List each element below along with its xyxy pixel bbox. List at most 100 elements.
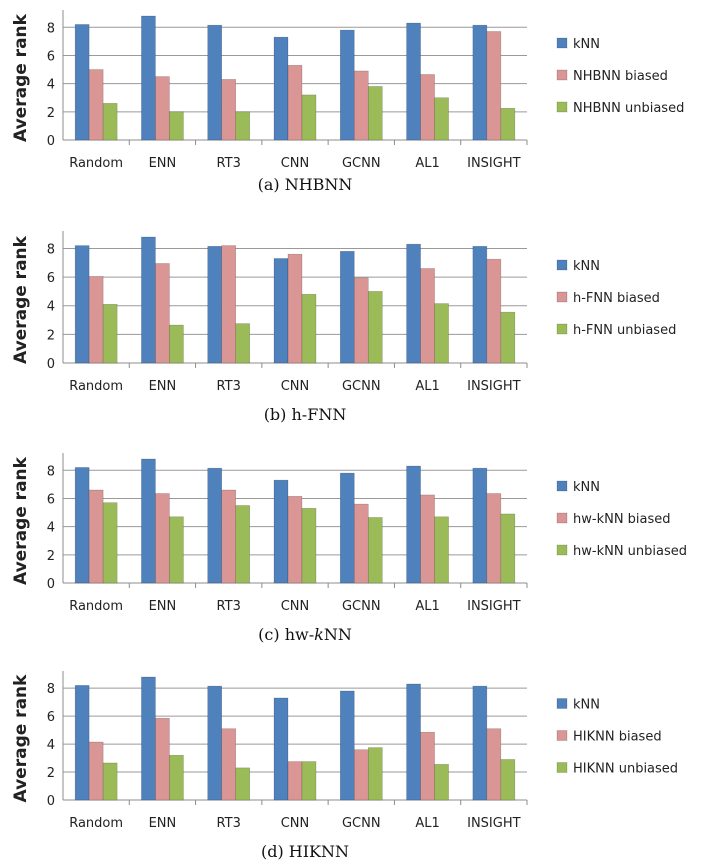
bar-insight-0 [472,685,488,801]
legend-label: kNN [573,37,600,52]
y-tick-label: 0 [47,577,55,592]
chart-panel-1: 0 2 4 6 8 Average rank Random ENN RT3 CNN GCNN AL1 I… [11,10,684,194]
bar-rt3-0 [207,24,223,141]
y-tick-label: 8 [47,242,55,257]
chart-caption: (d) HIKNN [261,842,349,861]
y-tick-label: 2 [47,766,55,781]
bar-gcnn-0 [339,690,355,801]
bar-cnn-0 [273,697,289,801]
bar-cnn-0 [273,479,289,584]
bar-al1-2 [434,764,449,801]
bar-enn-2 [169,754,184,801]
bar-random-0 [74,467,90,584]
y-axis-label: Average rank [11,13,31,142]
x-tick-label: Random [69,816,123,831]
bar-rt3-2 [235,323,251,364]
x-tick-label: GCNN [342,156,381,171]
legend-swatch [556,544,568,556]
bar-insight-2 [500,107,516,141]
bar-al1-2 [434,516,449,584]
x-tick-label: AL1 [415,816,439,831]
bar-gcnn-2 [367,291,383,364]
bar-al1-1 [420,494,435,584]
legend-label: NHBNN biased [573,69,668,84]
bar-enn-0 [141,458,156,584]
bar-insight-1 [486,258,502,364]
y-tick-label: 6 [47,710,55,725]
y-tick-label: 0 [47,134,55,149]
bar-al1-1 [420,268,435,364]
x-tick-label: INSIGHT [467,379,520,394]
bar-gcnn-1 [353,749,369,801]
bar-insight-2 [500,311,516,364]
legend-swatch [556,101,568,113]
bar-insight-1 [486,728,502,801]
legend-swatch [556,730,568,741]
chart-panel-4: 0 2 4 6 8 Average rank Random ENN RT3 CNN GCNN AL1 I… [11,671,678,861]
bar-cnn-1 [287,253,303,364]
bar-al1-2 [434,97,449,141]
bar-gcnn-1 [353,70,369,141]
bar-enn-0 [141,15,156,141]
y-tick-label: 8 [47,682,55,697]
bar-cnn-2 [301,293,317,364]
legend-label: h-FNN biased [573,291,660,306]
bar-al1-0 [406,465,421,584]
bar-gcnn-2 [367,747,383,801]
bar-cnn-1 [287,496,303,584]
y-tick-label: 4 [47,521,55,536]
x-tick-label: AL1 [415,599,439,614]
x-tick-label: ENN [149,156,177,171]
bar-insight-2 [500,759,516,801]
y-tick-label: 0 [47,357,55,372]
bar-random-0 [74,24,90,141]
y-tick-label: 8 [47,464,55,479]
legend-swatch [556,480,568,492]
x-tick-label: Random [69,379,123,394]
y-tick-label: 4 [47,738,55,753]
x-tick-label: RT3 [217,156,241,171]
bar-random-2 [102,762,118,801]
bar-rt3-0 [207,467,223,584]
x-tick-label: INSIGHT [467,599,520,614]
bar-cnn-2 [301,761,317,801]
x-tick-label: AL1 [415,379,439,394]
bar-random-1 [88,69,104,141]
x-tick-label: CNN [281,156,310,171]
y-axis-label: Average rank [11,456,31,585]
y-tick-label: 4 [47,300,55,315]
bar-enn-1 [155,717,170,801]
legend-label: HIKNN unbiased [573,762,678,777]
chart-caption: (b) h-FNN [264,405,347,424]
legend-label: h-FNN unbiased [573,323,676,338]
bar-insight-0 [472,24,488,141]
legend-swatch [556,512,568,524]
x-tick-label: GCNN [342,816,381,831]
x-tick-label: RT3 [217,379,241,394]
x-tick-label: INSIGHT [467,156,520,171]
legend-swatch [556,323,568,335]
bar-rt3-0 [207,246,223,364]
y-tick-label: 2 [47,549,55,564]
bar-cnn-1 [287,65,303,141]
bar-cnn-2 [301,94,317,141]
bar-rt3-2 [235,111,251,141]
bar-random-1 [88,276,104,364]
legend-label: hw-kNN biased [573,512,671,527]
bar-al1-2 [434,303,449,364]
bar-cnn-1 [287,761,303,801]
bar-random-1 [88,741,104,801]
legend-swatch [556,291,568,303]
bar-random-2 [102,103,118,141]
legend-label: NHBNN unbiased [573,101,684,116]
x-tick-label: ENN [149,379,177,394]
bar-rt3-2 [235,767,251,801]
x-tick-label: ENN [149,599,177,614]
bar-enn-2 [169,111,184,141]
bar-enn-0 [141,236,156,364]
bar-enn-2 [169,324,184,364]
y-axis-label: Average rank [11,674,31,803]
bar-rt3-0 [207,685,223,801]
legend-swatch [556,259,568,271]
legend-label: HIKNN biased [573,730,662,745]
